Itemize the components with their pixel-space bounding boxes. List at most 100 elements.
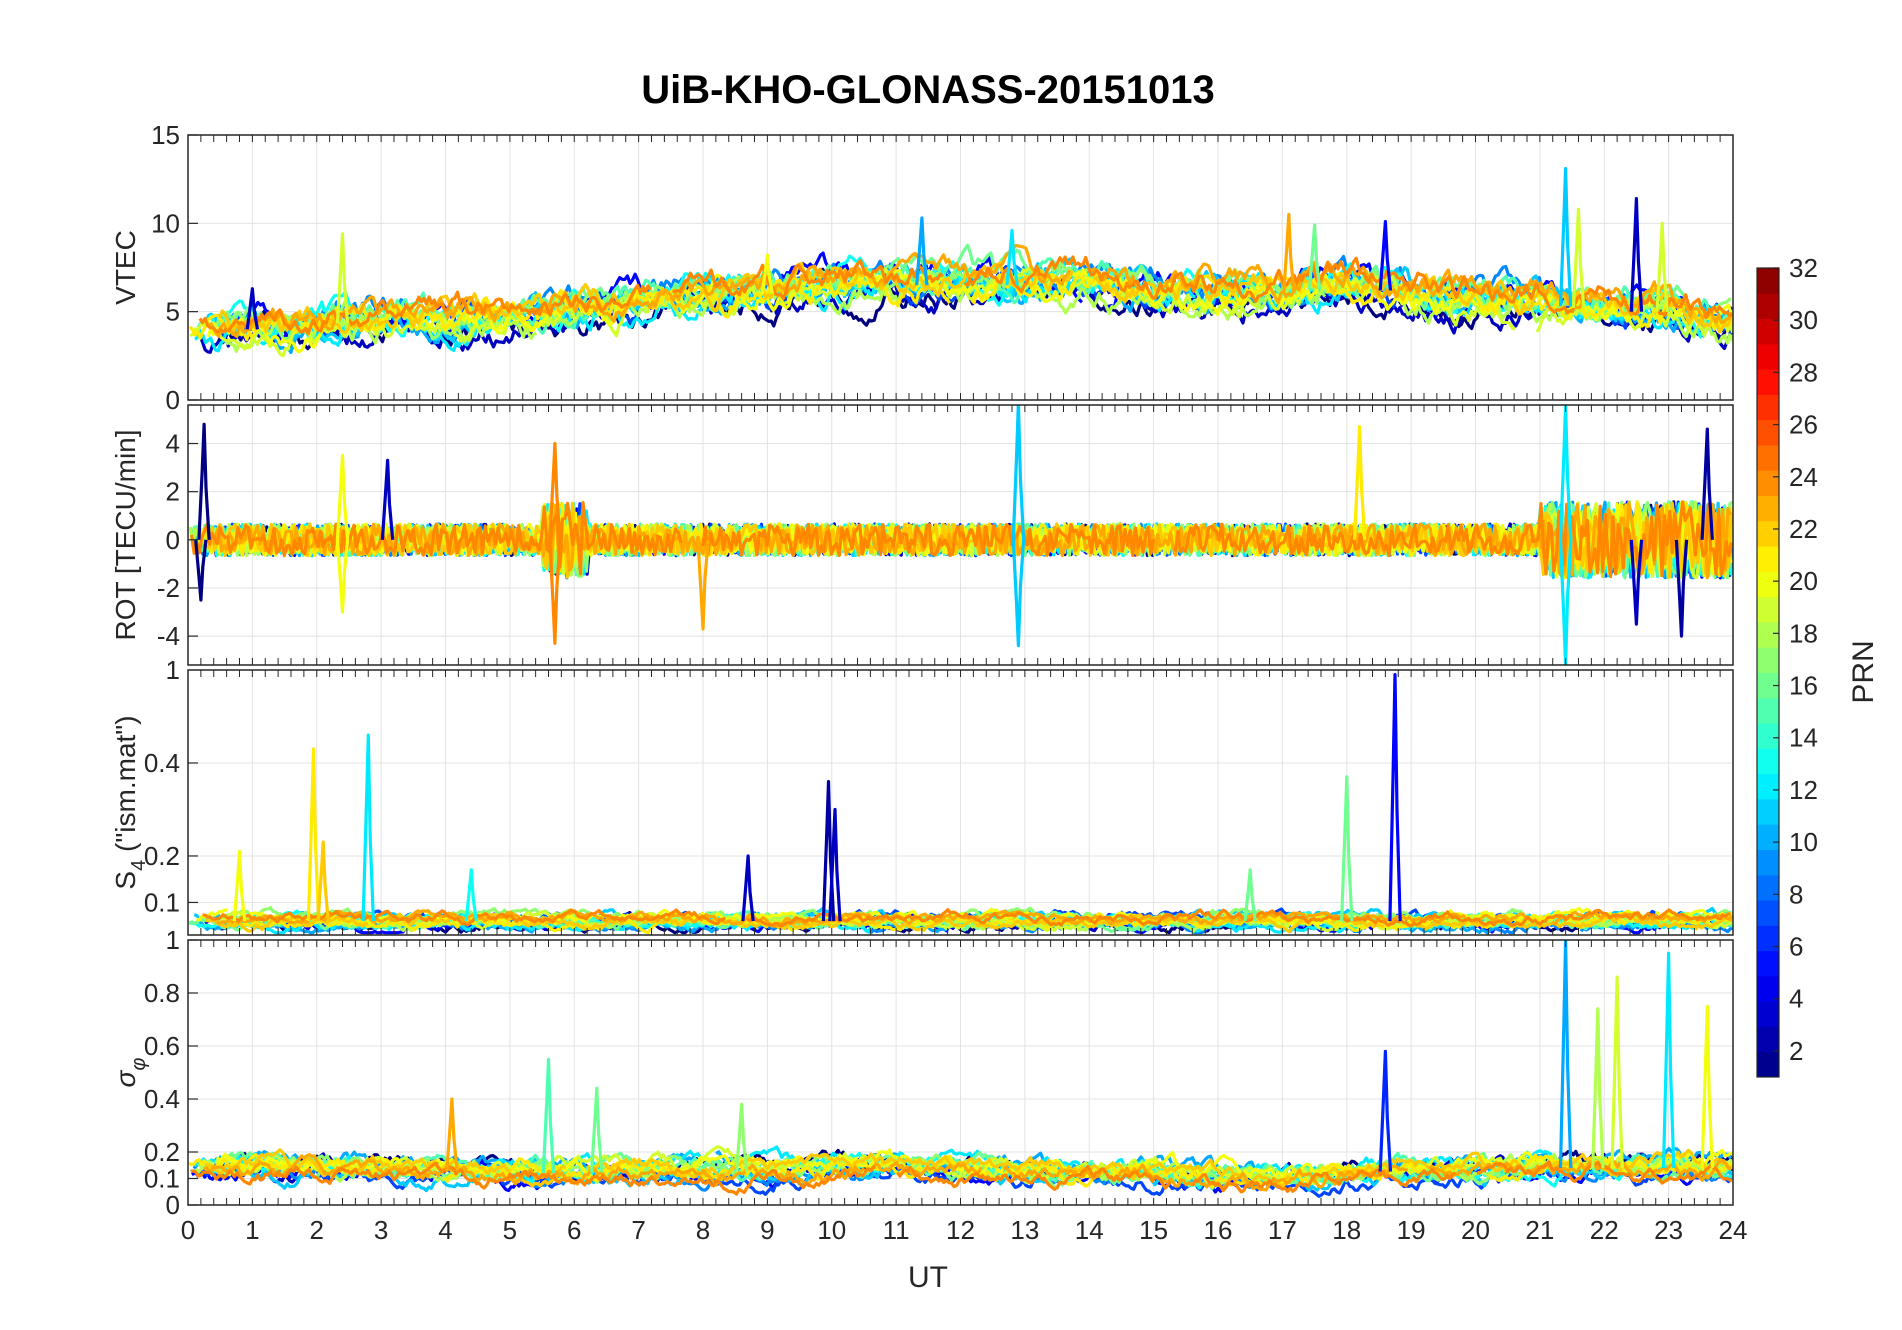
spike-prn-1 <box>194 539 208 602</box>
spike-prn-20 <box>232 849 247 922</box>
spike-prn-18 <box>1591 1007 1605 1168</box>
spike-prn-17 <box>734 1102 749 1173</box>
spike-prn-3 <box>1629 197 1644 312</box>
colorbar-segment <box>1757 318 1779 345</box>
colorbar-segment <box>1757 1026 1779 1053</box>
x-tick-label: 19 <box>1397 1215 1426 1245</box>
x-tick-label: 8 <box>696 1215 710 1245</box>
x-tick-label: 18 <box>1332 1215 1361 1245</box>
panel-s4: 0.1 0.2 0.4 1 S4 ("ism.mat") <box>110 655 1734 936</box>
spike-prn-3 <box>380 458 395 540</box>
spike-prn-12 <box>361 733 375 922</box>
x-tick-label: 12 <box>946 1215 975 1245</box>
y-tick-label: 1 <box>166 925 180 955</box>
colorbar-tick-label: 6 <box>1789 932 1803 962</box>
series-prn-24 <box>198 283 652 336</box>
y-tick-label: 10 <box>151 208 180 238</box>
spike-prn-23 <box>696 539 710 631</box>
spike-prn-12 <box>1005 228 1019 286</box>
colorbar-segment <box>1757 900 1779 926</box>
y-axis-label: σφ <box>110 1058 150 1088</box>
series-prn-18 <box>439 311 538 344</box>
spike-prn-2 <box>1674 539 1689 638</box>
colorbar-tick-label: 2 <box>1789 1036 1803 1066</box>
spike-prn-21 <box>1352 425 1367 540</box>
series-group <box>188 405 1733 665</box>
panel-rot: -4 -2 0 2 4 ROT [TECU/min] <box>110 404 1734 666</box>
colorbar-tick-label: 22 <box>1789 514 1818 544</box>
colorbar-tick-label: 28 <box>1789 357 1818 387</box>
series-prn-24 <box>746 908 1732 928</box>
series-group <box>188 940 1733 1198</box>
colorbar-segment <box>1757 621 1779 648</box>
series-group <box>188 167 1733 358</box>
y-tick-label: 0.1 <box>144 1164 180 1194</box>
y-tick-label: 15 <box>151 120 180 150</box>
spike-prn-11 <box>1011 405 1026 540</box>
x-tick-label: 2 <box>310 1215 324 1245</box>
spike-prn-3 <box>1629 539 1644 626</box>
y-tick-label: 0 <box>166 1190 180 1220</box>
spike-prn-19 <box>1610 975 1624 1168</box>
x-tick-label: 22 <box>1590 1215 1619 1245</box>
colorbar-segment <box>1757 824 1779 850</box>
colorbar-segment <box>1757 975 1779 1002</box>
colorbar-tick-label: 32 <box>1789 253 1818 283</box>
spike-prn-19 <box>335 232 350 324</box>
series-prn-19 <box>1139 911 1541 932</box>
series-prn-22 <box>206 501 1228 579</box>
spike-prn-6 <box>1378 1049 1393 1172</box>
x-tick-label: 20 <box>1461 1215 1490 1245</box>
spike-prn-12 <box>1558 539 1573 665</box>
minor-ticks <box>187 670 1734 935</box>
colorbar-segment <box>1757 419 1779 446</box>
spike-prn-24 <box>548 441 562 540</box>
colorbar-segment <box>1757 343 1779 370</box>
y-tick-label: 0.2 <box>144 1137 180 1167</box>
spike-prn-20 <box>335 454 350 540</box>
colorbar-frame <box>1756 267 1780 1078</box>
colorbar-segment <box>1757 369 1779 395</box>
series-prn-24 <box>202 908 727 927</box>
series-prn-19 <box>189 303 578 358</box>
series-prn-24 <box>190 501 683 576</box>
y-tick-label: 0 <box>166 385 180 415</box>
y-tick-label: 2 <box>166 477 180 507</box>
colorbar-tick-label: 12 <box>1789 775 1818 805</box>
colorbar-segment <box>1757 394 1779 421</box>
spike-prn-11 <box>1558 167 1573 307</box>
colorbar-tick-label: 30 <box>1789 305 1818 335</box>
x-tick-label: 5 <box>503 1215 517 1245</box>
spike-prn-13 <box>464 868 478 922</box>
y-axis-label: S4 ("ism.mat") <box>110 715 150 889</box>
spike-prn-23 <box>445 1097 459 1171</box>
colorbar-tick-label: 14 <box>1789 723 1818 753</box>
spike-prn-20 <box>335 539 350 614</box>
x-tick-label: 7 <box>631 1215 645 1245</box>
y-tick-label: 5 <box>166 297 180 327</box>
spike-prn-3 <box>245 287 260 330</box>
colorbar-segment <box>1757 546 1779 572</box>
spike-prn-21 <box>306 747 321 922</box>
series-prn-23 <box>1428 1158 1732 1182</box>
spike-prn-16 <box>1243 868 1257 922</box>
colorbar-segment <box>1757 647 1779 673</box>
spike-prn-16 <box>1307 223 1322 290</box>
colorbar-segment <box>1757 1051 1779 1078</box>
x-axis-label: UT <box>908 1261 948 1294</box>
series-prn-24 <box>672 259 944 301</box>
y-tick-label: 0.2 <box>144 841 180 871</box>
spike-prn-15 <box>541 1057 556 1174</box>
colorbar-segment <box>1757 571 1779 598</box>
colorbar-segment <box>1757 268 1779 294</box>
y-tick-label: -4 <box>157 621 180 651</box>
spike-prn-19 <box>1655 221 1669 312</box>
colorbar-segment <box>1757 874 1779 901</box>
spike-prn-20 <box>760 253 775 295</box>
panel-vtec: 0 5 10 15 VTEC <box>110 120 1734 415</box>
x-tick-label: 10 <box>817 1215 846 1245</box>
y-tick-label: 0.6 <box>144 1031 180 1061</box>
colorbar-tick-label: 8 <box>1789 879 1803 909</box>
